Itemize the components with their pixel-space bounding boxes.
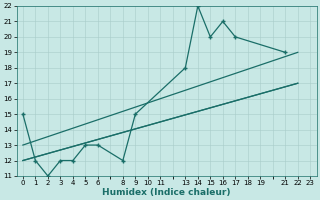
X-axis label: Humidex (Indice chaleur): Humidex (Indice chaleur)	[102, 188, 231, 197]
